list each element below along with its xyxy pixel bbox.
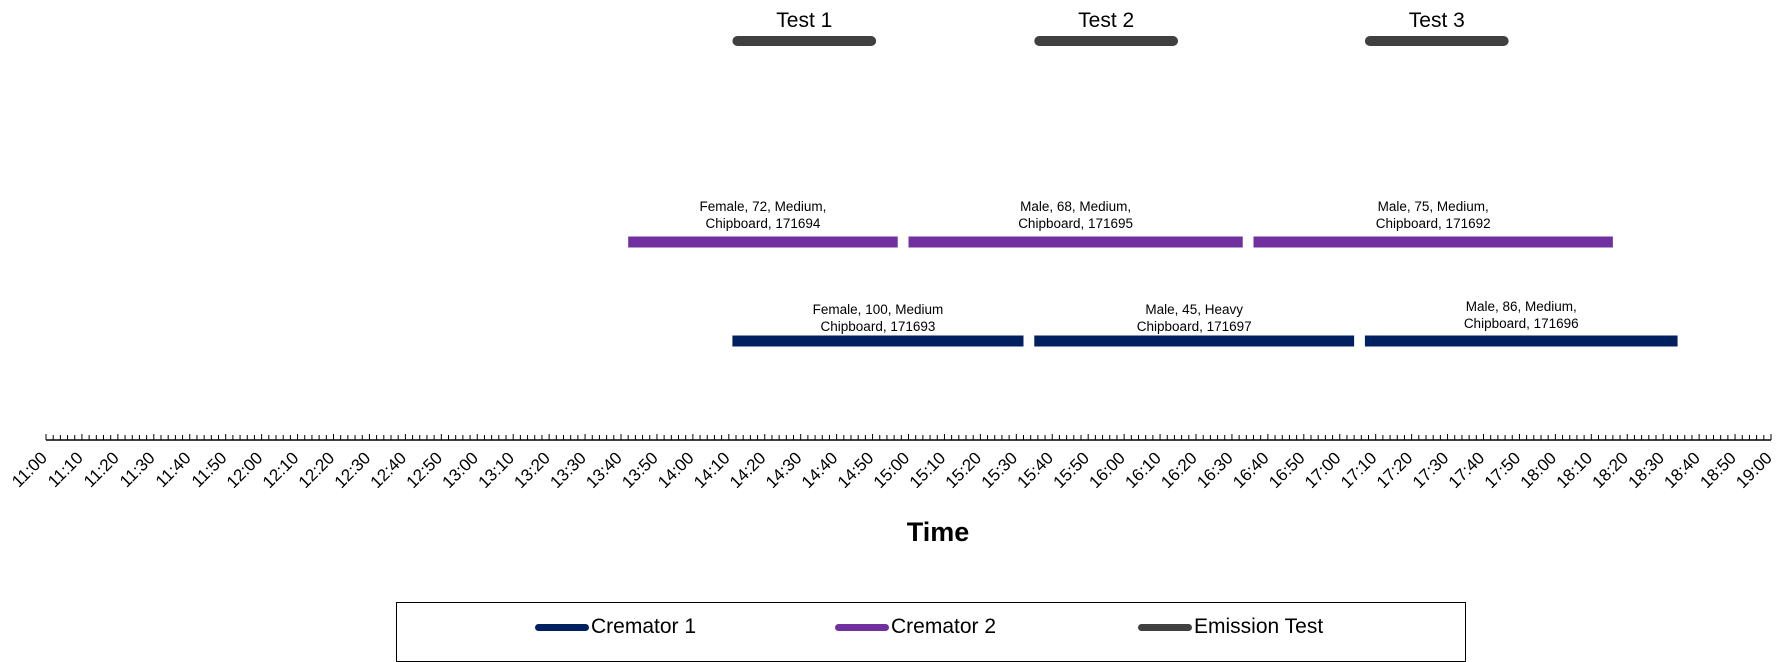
bar-labels: Test 1 Test 2 Test 3 Female, 72, Medium, Chi… [700,9,1579,334]
x-tick-label: 13:50 [618,448,662,492]
x-tick-label: 11:20 [80,448,123,491]
cremator-2-bar-label: Chipboard, 171692 [1376,216,1491,231]
x-tick-label: 18:20 [1589,448,1633,492]
cremator-1-bar-label: Male, 45, Heavy [1145,302,1243,317]
emission-test-bar-label: Test 3 [1409,9,1465,32]
x-tick-label: 18:00 [1517,448,1561,492]
cremator-2-bar [908,236,1243,248]
legend: Cremator 1 Cremator 2 Emission Test [396,602,1466,662]
cremator-1-bar-label: Chipboard, 171697 [1137,319,1252,334]
x-axis: 11:0011:1011:2011:3011:4011:5012:0012:10… [8,434,1776,492]
cremator-2-bar-label: Chipboard, 171694 [706,216,821,231]
legend-label: Cremator 1 [591,615,697,638]
x-tick-label: 14:50 [834,448,878,492]
x-tick-label: 15:20 [942,448,986,492]
legend-swatch-cremator-2 [835,623,889,631]
x-tick-label: 16:50 [1265,448,1309,492]
x-tick-label: 17:50 [1481,448,1525,492]
cremator-2-bar-label: Chipboard, 171695 [1018,216,1133,231]
legend-swatch-emission-test [1138,623,1192,631]
x-axis-title: Time [907,517,970,547]
legend-label: Emission Test [1194,615,1324,638]
x-tick-label: 15:10 [906,448,950,492]
x-tick-label: 13:30 [546,448,590,492]
cremator-2-bar-label: Male, 68, Medium, [1020,199,1131,214]
timeline-bars [628,36,1678,347]
x-tick-label: 12:30 [331,448,375,492]
legend-item-cremator-1: Cremator 1 [535,615,696,639]
x-tick-label: 19:00 [1732,448,1776,492]
cremator-1-bar [732,335,1024,347]
x-tick-label: 13:20 [510,448,554,492]
x-tick-label: 12:00 [223,448,267,492]
x-tick-label: 11:10 [44,448,87,491]
cremator-2-bar [628,236,898,248]
x-tick-label: 12:50 [403,448,447,492]
emission-test-bar-label: Test 2 [1078,9,1134,32]
cremator-2-bar-label: Male, 75, Medium, [1378,199,1489,214]
x-tick-label: 15:50 [1049,448,1093,492]
cremator-1-bar [1034,335,1355,347]
x-tick-label: 14:40 [798,448,842,492]
x-tick-label: 12:40 [367,448,411,492]
x-tick-label: 14:30 [762,448,806,492]
cremator-2-bar [1253,236,1613,248]
x-tick-label: 11:50 [188,448,231,491]
x-tick-label: 18:10 [1553,448,1597,492]
cremator-1-bar-label: Male, 86, Medium, [1466,299,1577,314]
x-tick-label: 12:10 [259,448,303,492]
legend-item-cremator-2: Cremator 2 [835,615,996,639]
x-tick-label: 13:10 [474,448,518,492]
x-tick-label: 17:20 [1373,448,1417,492]
timeline-chart: 11:0011:1011:2011:3011:4011:5012:0012:10… [8,9,1776,547]
x-tick-label: 13:40 [582,448,626,492]
cremator-1-bar [1364,335,1678,347]
cremator-1-bar-label: Female, 100, Medium [813,302,944,317]
cremator-1-bar-label: Chipboard, 171693 [821,319,936,334]
x-tick-label: 12:20 [295,448,339,492]
x-tick-label: 11:30 [116,448,159,491]
x-tick-label: 16:30 [1193,448,1237,492]
x-tick-label: 17:10 [1337,448,1381,492]
x-tick-label: 18:30 [1624,448,1668,492]
legend-label: Cremator 2 [891,615,997,638]
x-tick-label: 15:00 [870,448,914,492]
x-tick-label: 11:40 [152,448,195,491]
x-tick-label: 14:00 [654,448,698,492]
x-tick-label: 16:20 [1157,448,1201,492]
x-tick-label: 18:50 [1696,448,1740,492]
x-tick-label: 14:10 [690,448,734,492]
x-tick-label: 16:40 [1229,448,1273,492]
x-tick-label: 15:30 [978,448,1022,492]
cremator-2-bar-label: Female, 72, Medium, [700,199,827,214]
cremator-1-bar-label: Chipboard, 171696 [1464,316,1579,331]
x-tick-label: 13:00 [439,448,483,492]
legend-item-emission-test: Emission Test [1138,615,1323,639]
x-tick-label: 14:20 [726,448,770,492]
x-tick-label: 17:00 [1301,448,1345,492]
x-tick-label: 17:30 [1409,448,1453,492]
x-tick-label: 15:40 [1014,448,1058,492]
emission-test-bar-label: Test 1 [776,9,832,32]
x-tick-label: 11:00 [8,448,51,491]
x-tick-label: 18:40 [1660,448,1704,492]
x-tick-label: 16:10 [1121,448,1165,492]
x-tick-label: 17:40 [1445,448,1489,492]
legend-swatch-cremator-1 [535,623,589,631]
x-tick-label: 16:00 [1085,448,1129,492]
